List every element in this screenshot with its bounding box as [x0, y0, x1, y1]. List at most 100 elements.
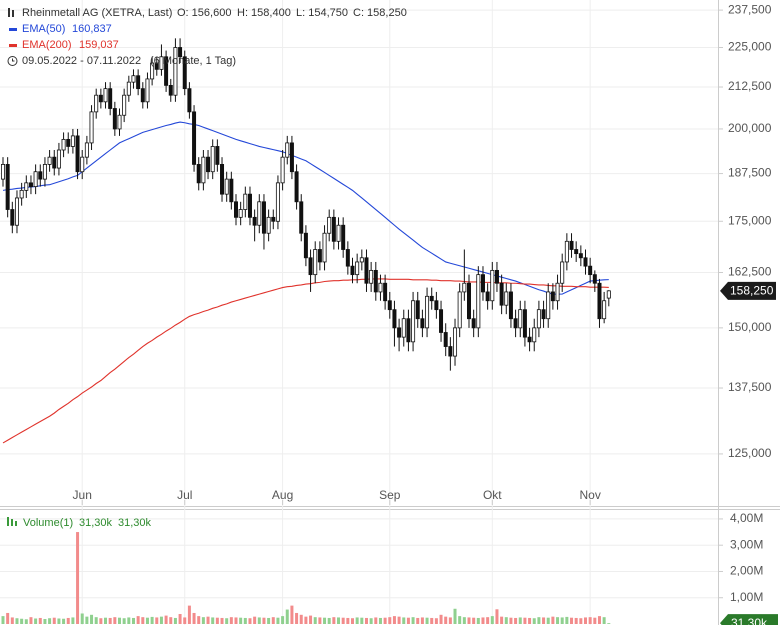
candle-body: [215, 146, 220, 165]
volume-bar: [173, 617, 177, 624]
marks: [0, 38, 611, 624]
candle-body: [322, 232, 327, 263]
y-tick-label: 137,500: [728, 380, 772, 394]
candle-body: [383, 282, 388, 302]
volume-bar: [187, 605, 191, 624]
volume-bar: [304, 616, 308, 624]
icon: [11, 519, 13, 526]
candle-body: [168, 84, 173, 96]
volume-bar: [24, 619, 28, 624]
legend: Rheinmetall AG (XETRA, Last) O: 156,600 …: [7, 7, 407, 529]
candle-body: [504, 291, 509, 306]
candle-body: [336, 224, 341, 242]
last-price-box: [720, 281, 776, 300]
volume-bar: [150, 616, 154, 624]
candle-body: [499, 282, 504, 306]
volume-bar: [341, 617, 345, 624]
volume-bar: [159, 616, 163, 624]
volume-bar: [113, 617, 117, 624]
volume-bar: [141, 617, 145, 624]
candle-body: [345, 249, 350, 267]
candle-body: [420, 318, 425, 329]
date-range: 09.05.2022 - 07.11.2022: [22, 55, 141, 67]
volume-bar: [476, 617, 480, 624]
volume-bar: [10, 617, 14, 624]
volume-bar: [411, 617, 415, 624]
volume-bar: [518, 617, 522, 624]
candle-body: [415, 300, 420, 320]
candle-body: [117, 114, 122, 130]
candle-body: [359, 257, 364, 263]
volume-bar: [383, 617, 387, 624]
volume-bar: [364, 617, 368, 624]
candle-body: [289, 142, 294, 173]
volume-bar: [253, 616, 257, 624]
y-tick-label: 212,500: [728, 79, 772, 93]
candle-body: [131, 75, 136, 83]
volume-bar: [192, 612, 196, 624]
volume-bar: [34, 618, 38, 624]
y-tick-label: 2,00M: [730, 564, 763, 578]
ema-line: [2, 121, 609, 295]
volume-bar: [6, 612, 10, 624]
candle-body: [462, 282, 467, 293]
volume-bar: [290, 605, 294, 624]
candle-body: [80, 156, 85, 173]
volume-bar: [528, 617, 532, 624]
volume-bar: [118, 617, 121, 624]
candle-body: [606, 290, 611, 299]
ohlc-high: H: 158,400: [237, 7, 291, 19]
volume-bar: [514, 617, 518, 624]
candle-body: [392, 309, 397, 329]
candle-body: [275, 182, 280, 222]
volume-bar: [318, 617, 322, 624]
volume-bar: [271, 617, 275, 624]
candle-body: [508, 291, 513, 320]
volume-bar: [490, 616, 494, 624]
candle-body: [602, 300, 607, 320]
candle-body: [401, 318, 406, 338]
volume-bar: [225, 618, 229, 624]
candle-body: [178, 47, 183, 58]
y-tick-label: 1,00M: [730, 590, 763, 604]
volume-bar: [281, 616, 285, 624]
candle-body: [201, 156, 206, 184]
volume-bar: [337, 617, 341, 624]
candle-body: [411, 300, 416, 343]
volume-bar: [504, 617, 508, 624]
candle-body: [429, 295, 434, 302]
candle-body: [61, 138, 66, 151]
candle-body: [136, 75, 141, 90]
volume-bar: [131, 617, 135, 624]
volume-bar: [183, 617, 187, 624]
candle-body: [480, 274, 485, 293]
candle-body: [220, 164, 225, 195]
candle-body: [145, 78, 150, 103]
volume-bar: [248, 618, 252, 624]
x-tick-label: Aug: [272, 488, 293, 502]
volume-bar: [29, 617, 33, 624]
volume-bar: [546, 617, 550, 624]
candle-body: [476, 274, 481, 329]
x-tick-label: Nov: [579, 488, 600, 502]
volume-bar: [215, 617, 219, 624]
y-tick-label: 125,000: [728, 446, 772, 460]
icon: [12, 10, 14, 17]
candle-body: [247, 193, 252, 218]
candle-body: [89, 111, 94, 144]
volume-bar: [574, 617, 578, 624]
volume-bar: [570, 617, 574, 624]
volume-bar: [127, 617, 131, 624]
volume-bar: [178, 614, 182, 624]
candle-body: [555, 282, 560, 302]
candle-body: [513, 318, 518, 329]
clock-icon: [12, 58, 15, 62]
volume-bar: [267, 617, 271, 624]
candle-body: [192, 111, 197, 165]
volume-value: 31,30k: [79, 517, 113, 529]
candle-body: [47, 156, 52, 165]
volume-bar: [378, 617, 382, 624]
volume-bar: [327, 617, 331, 624]
x-tick-label: Sep: [379, 488, 401, 502]
candle-body: [108, 88, 113, 109]
